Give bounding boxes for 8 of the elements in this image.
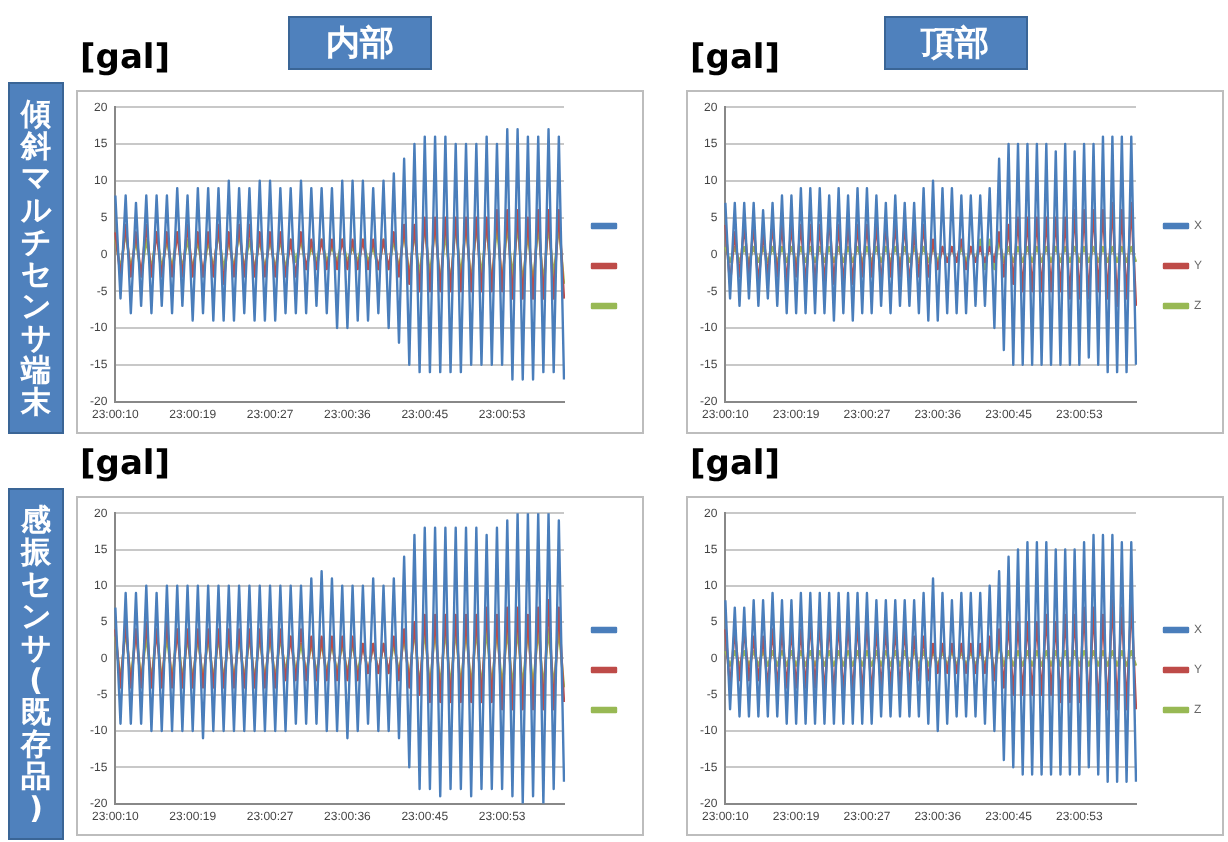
y-axis-title: [gal] [80, 444, 171, 484]
chart-title: 頂部 [883, 16, 1027, 70]
y-axis-title: [gal] [690, 444, 781, 484]
text: 傾斜マルチセンサ端末 [21, 96, 51, 420]
chart-title: 内部 [288, 16, 432, 70]
text: 感振センサ(既存品) [21, 502, 51, 826]
y-axis-title: [gal] [690, 38, 781, 78]
y-axis-title: [gal] [80, 38, 171, 78]
